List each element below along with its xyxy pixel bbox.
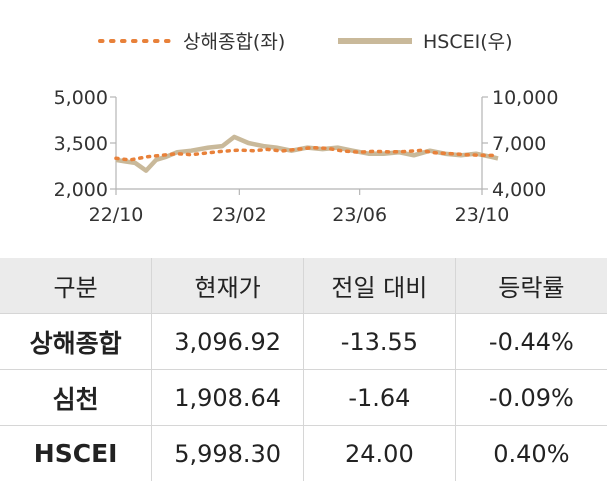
row-name: 상해종합 [0, 314, 152, 370]
row-price: 1,908.64 [152, 370, 304, 426]
index-line-chart: 상해종합(좌) HSCEI(우) 5,000 3,500 2,000 10,000 7… [0, 0, 607, 255]
left-ticks: 5,000 3,500 2,000 [54, 87, 116, 201]
legend-label-hscei: HSCEI(우) [423, 31, 513, 53]
row-price: 3,096.92 [152, 314, 304, 370]
table-row: 심천 1,908.64 -1.64 -0.09% [0, 370, 607, 426]
x-tick-label: 23/10 [455, 204, 510, 226]
series-layer [116, 137, 498, 171]
right-ticks: 10,000 7,000 4,000 [482, 87, 558, 201]
row-change: -13.55 [304, 314, 456, 370]
x-tick-label: 23/06 [332, 204, 387, 226]
left-tick-label: 5,000 [54, 87, 108, 109]
table-row: HSCEI 5,998.30 24.00 0.40% [0, 426, 607, 481]
row-rate: -0.44% [455, 314, 607, 370]
legend: 상해종합(좌) HSCEI(우) [100, 31, 513, 53]
row-rate: 0.40% [455, 426, 607, 481]
header-change: 전일 대비 [304, 258, 456, 314]
right-tick-label: 10,000 [492, 87, 558, 109]
table-header-row: 구분 현재가 전일 대비 등락률 [0, 258, 607, 314]
left-tick-label: 3,500 [54, 133, 108, 155]
x-ticks: 22/10 23/02 23/06 23/10 [89, 189, 510, 226]
row-change: -1.64 [304, 370, 456, 426]
header-category: 구분 [0, 258, 152, 314]
left-tick-label: 2,000 [54, 179, 108, 201]
x-tick-label: 23/02 [212, 204, 267, 226]
table-row: 상해종합 3,096.92 -13.55 -0.44% [0, 314, 607, 370]
row-price: 5,998.30 [152, 426, 304, 481]
row-name: HSCEI [0, 426, 152, 481]
legend-label-shanghai: 상해종합(좌) [183, 31, 285, 53]
right-tick-label: 4,000 [492, 179, 546, 201]
row-name: 심천 [0, 370, 152, 426]
x-tick-label: 22/10 [89, 204, 144, 226]
row-rate: -0.09% [455, 370, 607, 426]
header-price: 현재가 [152, 258, 304, 314]
header-rate: 등락률 [455, 258, 607, 314]
row-change: 24.00 [304, 426, 456, 481]
right-tick-label: 7,000 [492, 133, 546, 155]
index-quote-table: 구분 현재가 전일 대비 등락률 상해종합 3,096.92 -13.55 -0… [0, 258, 607, 481]
